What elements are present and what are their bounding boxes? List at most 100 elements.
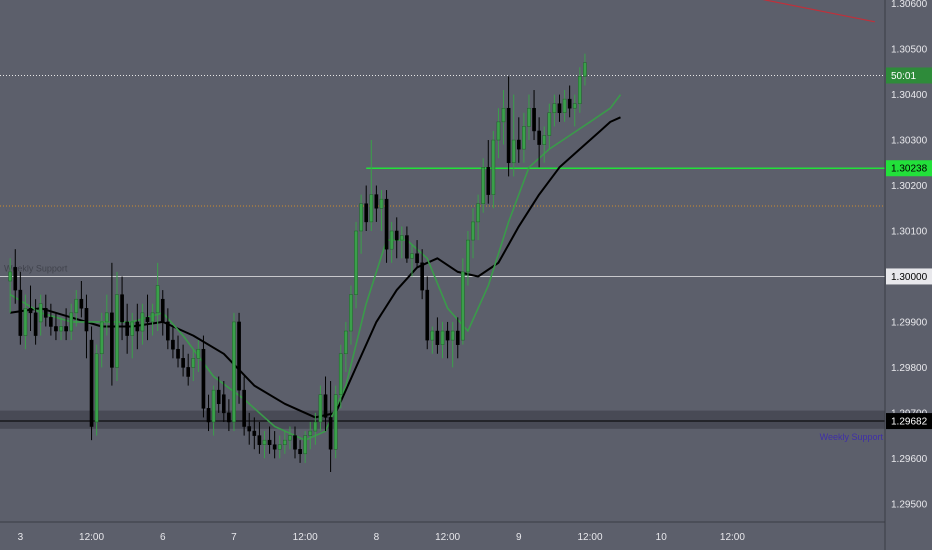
candle[interactable] [54,312,58,341]
candle[interactable] [89,326,94,441]
candle[interactable] [333,385,338,459]
candle[interactable] [542,126,547,163]
candle[interactable] [216,376,221,413]
candle[interactable] [369,140,374,231]
candle[interactable] [171,326,175,359]
candle[interactable] [455,317,460,359]
price-axis[interactable]: 1.30600 1.30500 1.30400 1.30300 1.30200 1.301… [891,0,928,510]
candle[interactable] [522,112,526,163]
candle[interactable] [516,117,521,163]
candle[interactable] [394,217,399,259]
candle[interactable] [130,312,135,359]
candle[interactable] [486,140,491,204]
candle[interactable] [547,103,552,150]
candle[interactable] [415,240,419,268]
trendline[interactable] [743,0,875,23]
candle[interactable] [160,290,165,336]
candle[interactable] [583,53,587,86]
candle[interactable] [38,294,43,336]
candle[interactable] [135,303,140,350]
candle[interactable] [277,435,282,459]
candle[interactable] [49,303,53,336]
candle[interactable] [196,340,201,372]
candle[interactable] [435,317,440,354]
candle[interactable] [344,321,348,372]
candle[interactable] [399,226,404,259]
candle[interactable] [501,90,506,145]
candle[interactable] [125,303,129,354]
candle[interactable] [257,421,262,454]
candle[interactable] [364,185,369,231]
candle[interactable] [384,190,389,263]
candle[interactable] [374,185,379,222]
candle[interactable] [262,431,267,459]
candle[interactable] [511,94,516,177]
candle[interactable] [237,312,241,404]
candle[interactable] [211,385,216,436]
candle[interactable] [166,308,170,350]
candle[interactable] [221,381,226,422]
candle[interactable] [471,208,475,259]
candle[interactable] [313,412,318,445]
candle[interactable] [481,158,486,213]
candle[interactable] [410,244,414,277]
candle[interactable] [33,299,38,345]
candle[interactable] [64,308,68,341]
candle[interactable] [338,344,343,409]
candle[interactable] [389,221,394,263]
candle[interactable] [293,426,297,459]
candle[interactable] [552,94,557,127]
candle[interactable] [491,130,496,209]
candle[interactable] [267,426,272,454]
candle[interactable] [272,431,277,459]
candle[interactable] [318,385,323,432]
candle[interactable] [110,262,114,386]
candle[interactable] [99,312,104,368]
candle[interactable] [405,226,409,263]
candle[interactable] [8,258,12,313]
candle[interactable] [288,426,292,450]
candle[interactable] [450,321,455,368]
candle[interactable] [476,194,480,241]
candle[interactable] [349,285,353,345]
candle[interactable] [43,294,48,327]
candle[interactable] [527,94,531,141]
candle[interactable] [461,258,465,345]
candle[interactable] [323,376,328,432]
candle-layer[interactable] [8,53,587,472]
candle[interactable] [506,76,511,177]
candle[interactable] [150,303,155,336]
candle[interactable] [155,262,160,332]
candle[interactable] [379,190,384,231]
candle[interactable] [578,67,582,113]
candle[interactable] [140,303,145,345]
time-axis[interactable]: 3 12:00 6 7 12:00 8 12:00 9 12:00 10 12:00 [18,532,746,543]
candle[interactable] [354,221,358,309]
candle[interactable] [466,230,470,286]
candle[interactable] [242,376,246,436]
candle[interactable] [84,294,89,359]
candle[interactable] [104,294,109,336]
candle[interactable] [28,285,33,332]
candle[interactable] [176,335,180,368]
candle[interactable] [557,94,562,122]
candle[interactable] [252,417,257,450]
candle[interactable] [74,290,79,327]
candle[interactable] [445,321,450,359]
candle[interactable] [420,249,424,300]
candle[interactable] [232,312,236,432]
candle[interactable] [283,431,287,454]
candle[interactable] [120,276,124,341]
candle[interactable] [69,303,74,341]
candle[interactable] [440,321,445,359]
candle[interactable] [359,194,363,254]
candle[interactable] [181,344,185,377]
candle[interactable] [206,394,211,432]
candle[interactable] [186,353,191,386]
candle[interactable] [532,90,536,141]
candle[interactable] [201,335,206,418]
candle[interactable] [13,249,18,304]
candle[interactable] [572,94,577,127]
candle[interactable] [94,344,99,436]
